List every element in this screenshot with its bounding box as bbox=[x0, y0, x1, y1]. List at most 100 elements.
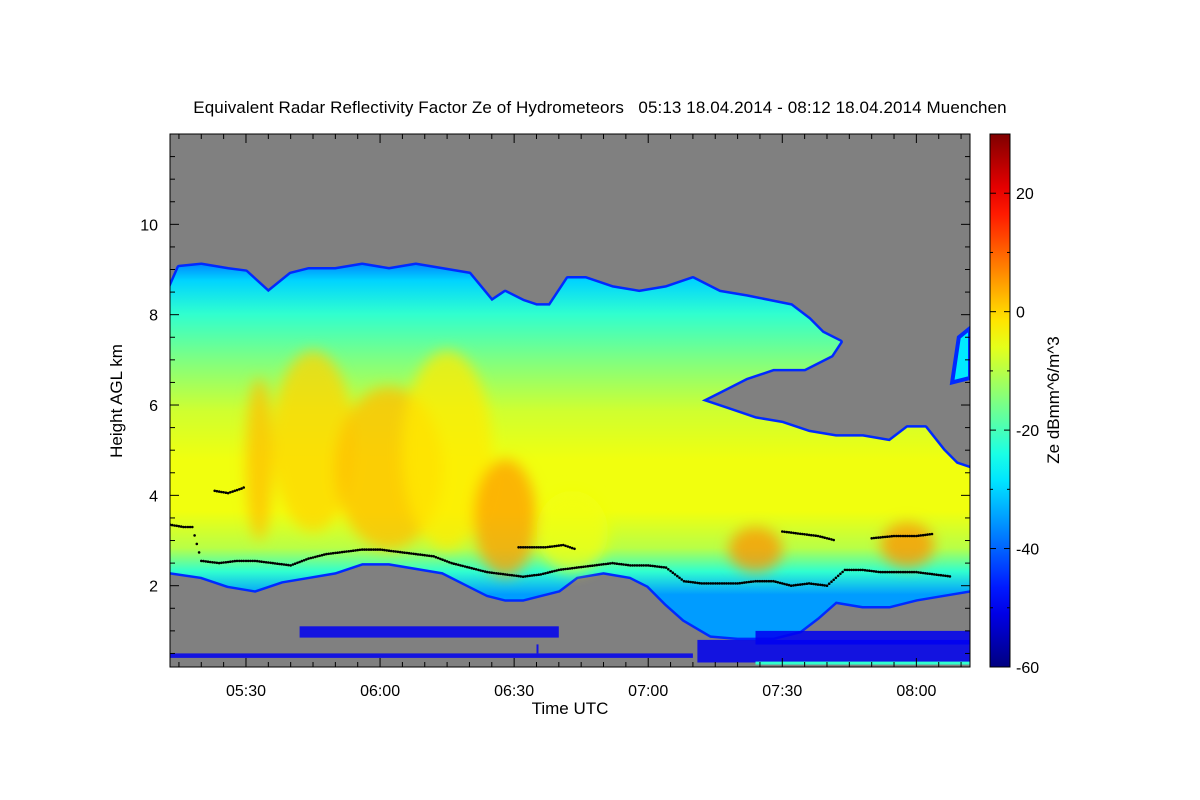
melting-layer-dot bbox=[653, 564, 657, 568]
melting-layer-dot bbox=[926, 572, 929, 575]
melting-layer-dot bbox=[445, 560, 449, 563]
melting-layer-dot bbox=[316, 555, 319, 558]
melting-layer-dot bbox=[579, 565, 583, 569]
melting-layer-dot bbox=[624, 563, 628, 567]
melting-layer-dot bbox=[874, 570, 878, 573]
melting-layer-dot bbox=[331, 551, 335, 555]
melting-layer-dot bbox=[327, 552, 331, 556]
melting-layer-dot bbox=[669, 569, 672, 573]
melting-layer-dot bbox=[901, 570, 905, 574]
melting-layer-dot bbox=[787, 583, 791, 587]
melting-layer-dot bbox=[410, 552, 413, 555]
upper-echo-patch bbox=[949, 325, 970, 386]
melting-layer-dot bbox=[769, 579, 773, 583]
melting-layer-dot bbox=[389, 549, 393, 553]
melting-layer-dot bbox=[517, 574, 520, 578]
melting-layer-dot bbox=[403, 551, 406, 554]
ml-fragment-3-dot bbox=[906, 534, 909, 538]
melting-layer-dot bbox=[886, 570, 889, 574]
melting-layer-dot bbox=[530, 574, 534, 577]
melting-layer-dot bbox=[293, 562, 297, 565]
melting-layer-dot bbox=[401, 551, 404, 554]
melting-layer-dot bbox=[488, 571, 491, 574]
core-4 bbox=[473, 459, 537, 577]
x-axis: 05:30 06:00 06:30 07:00 07:30 08:00 bbox=[178, 134, 962, 700]
colorbar-tick-label: -60 bbox=[1016, 660, 1039, 677]
melting-layer-dot bbox=[454, 562, 458, 566]
melting-layer-dot bbox=[244, 559, 248, 563]
melting-layer-dot bbox=[217, 561, 221, 565]
melting-layer-dot bbox=[278, 562, 281, 566]
melting-layer-dot bbox=[412, 552, 415, 556]
melting-layer-dot bbox=[725, 582, 728, 585]
melting-layer-dot bbox=[691, 581, 695, 584]
melting-layer-dot bbox=[423, 553, 427, 557]
melting-layer-dot bbox=[908, 570, 911, 574]
melting-layer-dot bbox=[170, 523, 174, 527]
melting-layer-dot bbox=[204, 560, 208, 563]
melting-layer-dot bbox=[182, 525, 185, 529]
melting-layer-dot bbox=[921, 571, 925, 575]
melting-layer-dot bbox=[351, 549, 355, 552]
melting-layer-dot bbox=[269, 561, 272, 565]
melting-layer-dot bbox=[457, 563, 460, 567]
ml-fragment-1-dot bbox=[532, 546, 536, 549]
ml-fragment-2-dot bbox=[805, 533, 809, 536]
melting-layer-dot bbox=[296, 561, 299, 565]
melting-layer-dot bbox=[553, 569, 556, 573]
melting-layer-dot bbox=[676, 574, 679, 578]
melting-layer-dot bbox=[821, 583, 824, 587]
ml-fragment-1-dot bbox=[539, 546, 543, 549]
melting-layer-dot bbox=[253, 559, 257, 563]
melting-layer-dot bbox=[948, 575, 952, 578]
melting-layer-dot bbox=[890, 570, 894, 574]
melting-layer-dot bbox=[608, 562, 612, 565]
melting-layer-dot bbox=[394, 550, 398, 553]
ml-fragment-1-dot bbox=[568, 546, 572, 549]
ground-clutter bbox=[170, 626, 970, 665]
melting-layer-dot bbox=[369, 548, 373, 551]
melting-layer-dot bbox=[854, 568, 858, 572]
melting-layer-dot bbox=[495, 572, 498, 575]
melting-layer-dot bbox=[915, 570, 918, 574]
melting-layer-dot bbox=[365, 548, 368, 551]
melting-layer-dot bbox=[519, 575, 523, 578]
ml-fragment-2-dot bbox=[789, 531, 793, 534]
melting-layer-dot bbox=[801, 583, 804, 586]
melting-layer-dot bbox=[372, 548, 375, 551]
melting-layer-dot bbox=[387, 549, 391, 552]
melting-layer-dot bbox=[238, 559, 241, 563]
melting-layer-dot bbox=[852, 568, 856, 572]
melting-layer-dot bbox=[892, 570, 896, 574]
melting-layer-dot bbox=[812, 582, 815, 586]
melting-layer-dot bbox=[568, 567, 572, 570]
melting-layer-dot bbox=[709, 582, 713, 585]
chart-title: Equivalent Radar Reflectivity Factor Ze … bbox=[193, 98, 1007, 117]
ml-fragment-2-dot bbox=[807, 533, 811, 537]
melting-layer-dot bbox=[289, 564, 293, 567]
melting-layer-dot bbox=[271, 561, 275, 565]
melting-layer-dot bbox=[374, 548, 377, 551]
ml-fragment-3-dot bbox=[926, 533, 929, 536]
melting-layer-dot bbox=[705, 582, 708, 585]
melting-layer-dot bbox=[555, 569, 558, 572]
ml-fragment-0-dot bbox=[242, 486, 245, 489]
ml-fragment-3-dot bbox=[899, 534, 902, 538]
ml-fragment-2-dot bbox=[787, 531, 791, 534]
ml-fragment-3-dot bbox=[870, 537, 873, 540]
ml-fragment-2-dot bbox=[825, 537, 829, 540]
melting-layer-dot bbox=[419, 553, 422, 556]
melting-layer-dot bbox=[930, 572, 934, 576]
melting-layer-dot bbox=[472, 567, 476, 571]
melting-layer-dot bbox=[937, 573, 940, 577]
ml-fragment-2-dot bbox=[792, 531, 795, 535]
melting-layer-dot bbox=[566, 567, 570, 571]
melting-layer-dot bbox=[343, 550, 346, 554]
x-tick-label: 06:00 bbox=[360, 683, 400, 700]
melting-layer-dot bbox=[698, 581, 701, 585]
ml-fragment-1-dot bbox=[570, 546, 574, 550]
colorbar-ticks: -60 -40 -20 0 20 bbox=[990, 133, 1039, 677]
melting-layer-dot bbox=[202, 559, 205, 563]
melting-layer-dot bbox=[385, 549, 389, 552]
